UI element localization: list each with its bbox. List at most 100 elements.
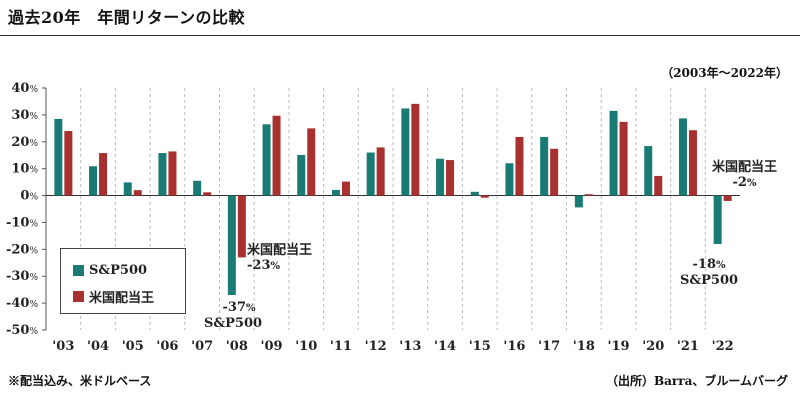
bar-sp500-8 — [331, 189, 340, 196]
legend-swatch-sp500 — [73, 265, 84, 276]
annotation-2022-kings-value: -2 — [732, 175, 747, 190]
x-tick-label: '05 — [122, 339, 144, 354]
x-tick-label: '14 — [434, 339, 456, 354]
bar-dividend-kings-10 — [411, 103, 420, 196]
annotation-2022-sp500-value: -18 — [692, 257, 717, 272]
bar-sp500-16 — [609, 110, 618, 196]
annotation-2008-kings-value: -23 — [247, 258, 271, 273]
bar-sp500-18 — [678, 118, 687, 196]
bar-sp500-14 — [540, 136, 549, 196]
x-tick-label: '15 — [469, 339, 491, 354]
bar-sp500-17 — [644, 146, 653, 196]
x-tick-label: '18 — [573, 339, 595, 354]
annotation-2022-sp500-name: S&P500 — [680, 273, 739, 288]
x-tick-label: '10 — [295, 339, 317, 354]
annotation-2008-sp500: -37% S&P500 — [204, 300, 262, 331]
grid-lines — [80, 88, 706, 330]
annotation-2022-sp500-unit: % — [716, 260, 726, 271]
bar-dividend-kings-18 — [688, 130, 697, 196]
y-tick-label: 30% — [11, 108, 38, 123]
x-tick-label: '22 — [712, 339, 734, 354]
legend-item-sp500: S&P500 — [73, 263, 147, 278]
x-tick-label: '04 — [87, 339, 109, 354]
period-label: （2003年～2022年） — [661, 66, 788, 80]
bar-dividend-kings-11 — [446, 160, 455, 196]
annotation-2022-kings-unit: % — [746, 178, 757, 189]
annotation-2008-kings: 米国配当王 -23% — [247, 243, 312, 274]
bar-sp500-6 — [262, 124, 271, 196]
bar-sp500-0 — [54, 118, 63, 196]
annotation-2008-sp500-unit: % — [246, 303, 256, 314]
bar-sp500-13 — [505, 163, 514, 196]
axes — [42, 87, 740, 331]
x-tick-label: '08 — [226, 339, 248, 354]
bar-dividend-kings-2 — [133, 190, 142, 196]
annotation-2008-kings-unit: % — [270, 261, 281, 272]
x-tick-label: '17 — [538, 339, 560, 354]
bar-sp500-4 — [193, 180, 202, 196]
legend-item-dividend-kings: 米国配当王 — [73, 287, 154, 306]
bars — [54, 103, 732, 296]
bar-dividend-kings-5 — [237, 195, 246, 258]
bar-dividend-kings-12 — [480, 195, 489, 198]
chart-title: 過去20年 年間リターンの比較 — [8, 8, 245, 27]
bar-sp500-10 — [401, 108, 410, 196]
bar-dividend-kings-7 — [307, 128, 316, 196]
bar-sp500-2 — [123, 182, 132, 196]
bar-dividend-kings-0 — [64, 131, 73, 196]
x-tick-label: '07 — [191, 339, 213, 354]
x-tick-label: '19 — [608, 339, 630, 354]
bar-sp500-19 — [713, 195, 722, 244]
y-tick-label: 10% — [11, 162, 38, 177]
y-tick-label: 0% — [20, 189, 38, 204]
y-tick-labels: 40% 30% 20% 10% 0% -10% -20% -30% -40% -50% — [6, 81, 39, 338]
footnote: ※配当込み、米ドルベース — [8, 374, 152, 388]
bar-dividend-kings-4 — [203, 192, 212, 196]
bar-dividend-kings-3 — [168, 151, 177, 196]
bar-dividend-kings-13 — [515, 136, 524, 196]
bar-dividend-kings-9 — [376, 147, 385, 196]
x-tick-label: '16 — [503, 339, 525, 354]
y-tick-label: -30% — [6, 269, 39, 284]
bar-sp500-12 — [470, 191, 479, 196]
bar-sp500-3 — [158, 153, 167, 196]
bar-dividend-kings-16 — [619, 121, 628, 196]
y-tick-label: -10% — [6, 215, 39, 230]
bar-dividend-kings-19 — [723, 195, 732, 201]
bar-sp500-9 — [366, 152, 375, 196]
y-tick-label: -50% — [6, 323, 39, 338]
bar-dividend-kings-14 — [550, 148, 559, 196]
legend-swatch-dividend-kings — [73, 291, 84, 302]
annotation-2022-kings-name: 米国配当王 — [712, 160, 778, 175]
y-tick-label: -40% — [6, 296, 39, 311]
bar-dividend-kings-8 — [341, 181, 350, 196]
x-tick-label: '21 — [677, 339, 699, 354]
x-tick-label: '13 — [399, 339, 421, 354]
bar-sp500-7 — [297, 154, 306, 196]
annotation-2008-kings-name: 米国配当王 — [247, 243, 313, 258]
source-note: （出所）Barra、ブルームバーグ — [606, 374, 788, 388]
bar-dividend-kings-6 — [272, 115, 281, 196]
annotation-2022-kings: 米国配当王 -2% — [712, 160, 777, 191]
y-tick-label: 20% — [11, 135, 38, 150]
x-tick-label: '12 — [365, 339, 387, 354]
bar-sp500-15 — [574, 195, 583, 208]
x-tick-label: '11 — [330, 339, 352, 354]
y-tick-label: 40% — [11, 81, 38, 96]
bar-dividend-kings-1 — [99, 153, 108, 196]
bar-sp500-1 — [89, 166, 98, 196]
bar-sp500-11 — [436, 158, 445, 196]
annotation-2008-sp500-name: S&P500 — [204, 316, 263, 331]
annotation-2022-sp500: -18% S&P500 — [680, 257, 738, 288]
y-tick-label: -20% — [6, 242, 39, 257]
bar-dividend-kings-15 — [584, 194, 593, 196]
bar-dividend-kings-17 — [654, 175, 663, 196]
x-tick-label: '09 — [261, 339, 283, 354]
x-tick-labels: '03 '04 '05 '06 '07 '08 '09 '10 '11 '12 '13 '14 '15 '… — [52, 339, 733, 354]
legend: S&P500 米国配当王 — [60, 248, 186, 314]
legend-label-dividend-kings: 米国配当王 — [89, 291, 155, 306]
x-tick-label: '20 — [642, 339, 664, 354]
title-divider — [0, 35, 800, 36]
bar-sp500-5 — [227, 195, 236, 296]
